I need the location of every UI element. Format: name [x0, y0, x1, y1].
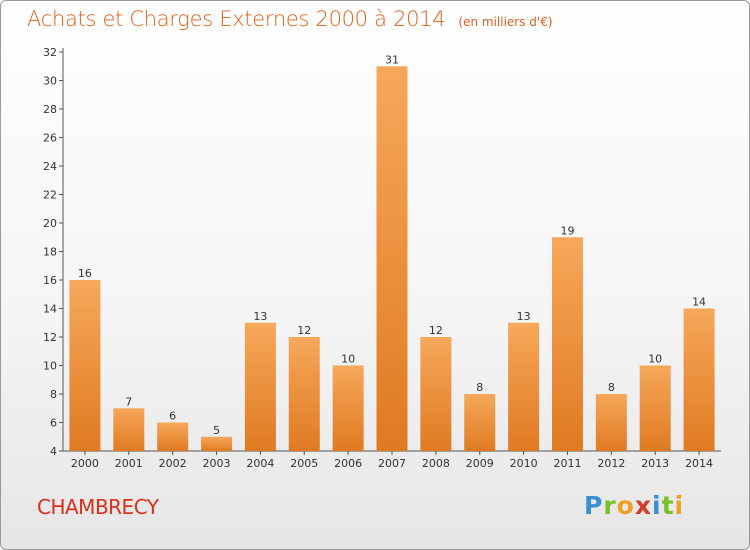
x-tick-label: 2007 — [378, 457, 406, 470]
bar — [508, 322, 540, 451]
x-tick-label: 2009 — [466, 457, 494, 470]
bar — [683, 308, 715, 451]
y-tick-label: 18 — [43, 246, 57, 259]
y-tick-label: 6 — [50, 417, 57, 430]
x-tick-label: 2013 — [641, 457, 669, 470]
proxiti-logo[interactable]: Proxiti — [584, 491, 684, 520]
y-tick-label: 10 — [43, 360, 57, 373]
data-label: 13 — [253, 310, 267, 323]
x-tick-label: 2006 — [334, 457, 362, 470]
bar — [639, 365, 671, 451]
data-label: 12 — [297, 324, 311, 337]
data-label: 8 — [608, 381, 615, 394]
data-label: 16 — [78, 267, 92, 280]
data-label: 10 — [648, 353, 662, 366]
bar — [288, 337, 320, 451]
y-tick-label: 4 — [50, 445, 57, 458]
logo-letter: o — [616, 491, 635, 520]
bar — [595, 394, 627, 451]
data-label: 12 — [429, 324, 443, 337]
data-label: 13 — [517, 310, 531, 323]
bar — [244, 322, 276, 451]
x-tick-label: 2003 — [203, 457, 231, 470]
x-tick-label: 2002 — [159, 457, 187, 470]
bar — [551, 237, 583, 451]
logo-letter: r — [603, 491, 617, 520]
logo-letter: i — [652, 491, 662, 520]
x-tick-label: 2012 — [597, 457, 625, 470]
data-label: 10 — [341, 353, 355, 366]
chart-axes: 4 6 8 10 12 14 16 18 20 22 24 26 28 30 32 2000 2001 2002 2… — [43, 46, 721, 470]
x-tick-label: 2001 — [115, 457, 143, 470]
bar — [157, 422, 189, 451]
x-tick-label: 2010 — [510, 457, 538, 470]
chart-title: Achats et Charges Externes 2000 à 2014 (… — [27, 7, 553, 31]
logo-letter: i — [674, 491, 685, 520]
data-label: 31 — [385, 53, 399, 66]
x-tick-label: 2008 — [422, 457, 450, 470]
y-tick-label: 28 — [43, 103, 57, 116]
logo-letter: P — [584, 491, 604, 520]
y-tick-label: 20 — [43, 217, 57, 230]
data-label: 6 — [169, 410, 176, 423]
data-label: 5 — [213, 424, 220, 437]
x-tick-label: 2011 — [553, 457, 581, 470]
bar — [201, 436, 233, 451]
x-tick-label: 2005 — [290, 457, 318, 470]
data-label: 8 — [476, 381, 483, 394]
data-label: 14 — [692, 296, 706, 309]
logo-letter: x — [634, 491, 652, 520]
bar — [376, 66, 408, 451]
bar — [113, 408, 145, 451]
chart-bars: 16 7 6 5 13 12 10 31 12 8 13 19 8 10 14 — [69, 53, 715, 451]
y-tick-label: 8 — [50, 388, 57, 401]
commune-name: CHAMBRECY — [37, 495, 159, 519]
y-tick-label: 30 — [43, 75, 57, 88]
x-tick-label: 2004 — [246, 457, 274, 470]
x-tick-label: 2014 — [685, 457, 713, 470]
chart-unit: (en milliers d'€) — [458, 15, 553, 29]
y-tick-label: 26 — [43, 132, 57, 145]
bar — [420, 337, 452, 451]
y-tick-label: 16 — [43, 274, 57, 287]
y-tick-label: 12 — [43, 331, 57, 344]
logo-letter: t — [661, 491, 675, 520]
y-tick-label: 14 — [43, 303, 57, 316]
chart-title-text: Achats et Charges Externes 2000 à 2014 — [27, 7, 446, 31]
bar — [332, 365, 364, 451]
data-label: 7 — [125, 395, 132, 408]
y-tick-label: 32 — [43, 46, 57, 59]
bar — [464, 394, 496, 451]
bar — [69, 280, 101, 451]
y-tick-label: 24 — [43, 160, 57, 173]
data-label: 19 — [560, 224, 574, 237]
x-tick-label: 2000 — [71, 457, 99, 470]
y-tick-label: 22 — [43, 189, 57, 202]
